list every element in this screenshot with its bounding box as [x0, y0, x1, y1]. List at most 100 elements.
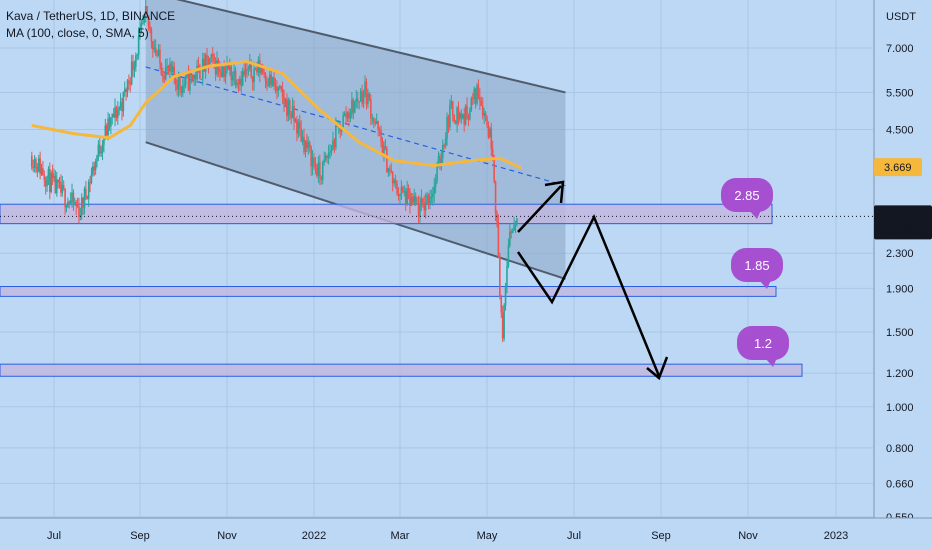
candle-body: [216, 60, 218, 75]
arrow-up-path[interactable]: [517, 185, 562, 233]
ma-value-badge[interactable]: [874, 158, 922, 177]
candle-body: [330, 150, 333, 152]
arrow-down-head[interactable]: [646, 356, 669, 381]
candle-body: [383, 145, 385, 157]
candle-body: [281, 88, 284, 97]
candle-body: [413, 195, 416, 203]
candle-body: [213, 54, 215, 62]
candle-body: [284, 99, 287, 105]
bubble-label: 2.85: [734, 188, 759, 203]
bubble-2-85[interactable]: [721, 178, 773, 212]
time-axis[interactable]: Jul Sep Nov 2022 Mar May Jul Sep Nov 2023: [0, 517, 932, 550]
candle-body: [53, 175, 55, 179]
candle-body: [136, 54, 139, 56]
candle-body: [65, 206, 68, 208]
candle-body: [453, 115, 455, 121]
candle-body: [466, 105, 468, 115]
candle-body: [280, 86, 282, 89]
candle-body: [206, 54, 208, 59]
target-bubbles: 2.85 1.85 1.2: [721, 178, 789, 367]
candle-body: [80, 197, 83, 216]
candle-body: [440, 158, 443, 165]
candle-body: [114, 107, 116, 118]
channel-upper-line[interactable]: [146, 0, 566, 94]
time-tick: Sep: [130, 530, 150, 542]
candle-body: [160, 63, 163, 75]
projection-arrows[interactable]: [516, 180, 669, 381]
candle-body: [447, 116, 450, 128]
candle-body: [420, 198, 423, 204]
zone-1-85[interactable]: [0, 286, 777, 297]
candle-body: [157, 49, 160, 56]
candle-body: [391, 171, 394, 184]
symbol-title[interactable]: Kava / TetherUS, 1D, BINANCE: [6, 9, 176, 23]
zone-2-85[interactable]: [0, 203, 773, 225]
price-tick: 1.000: [886, 402, 914, 414]
price-tick: 0.660: [886, 478, 914, 490]
candle-body: [426, 194, 428, 202]
candle-body: [58, 181, 61, 183]
candle-body: [220, 72, 223, 77]
candle-body: [377, 121, 379, 130]
bubble-label: 1.2: [754, 336, 772, 351]
candle-body: [187, 73, 190, 91]
candle-body: [288, 100, 291, 114]
candle-body: [354, 101, 356, 113]
candle-body: [304, 140, 307, 152]
candle-body: [283, 96, 285, 105]
price-axis[interactable]: USDT 7.000 5.500 4.500 2.300 1.900 1.500 1.200 1…: [873, 0, 932, 550]
candle-body: [57, 179, 59, 183]
zone-1-2[interactable]: [0, 363, 803, 377]
ma-line[interactable]: [31, 60, 522, 170]
channel-midline: [145, 66, 566, 187]
candle-body: [93, 166, 96, 171]
candle-body: [49, 169, 51, 192]
candle-body: [166, 66, 168, 68]
arrow-up-head[interactable]: [544, 180, 565, 204]
candle-body: [110, 117, 112, 127]
price-tick: 2.300: [886, 248, 914, 260]
candle-body: [323, 159, 326, 163]
candle-body: [31, 155, 33, 168]
candle-body: [371, 118, 374, 120]
last-price-badge[interactable]: [874, 205, 932, 240]
candle-body: [349, 114, 352, 119]
candle-body: [422, 198, 424, 204]
candle-body: [146, 6, 148, 16]
candle-body: [490, 128, 493, 149]
time-tick: Sep: [651, 530, 671, 542]
candle-body: [311, 157, 314, 167]
candle-body: [427, 194, 430, 205]
candle-body: [186, 73, 188, 76]
candle-body: [277, 87, 280, 92]
candle-body: [167, 66, 170, 71]
candle-body: [345, 113, 347, 119]
candle-body: [203, 58, 205, 72]
candle-body: [516, 218, 518, 225]
bubble-1-85[interactable]: [731, 248, 783, 282]
candle-body: [474, 88, 477, 104]
candle-body: [183, 85, 186, 87]
candle-body: [144, 6, 147, 14]
candle-body: [316, 167, 318, 176]
candle-body: [449, 105, 451, 128]
arrow-down-path[interactable]: [516, 213, 661, 377]
candle-body: [287, 100, 290, 116]
candle-body: [327, 152, 330, 158]
last-price-label: 2.808: [884, 210, 912, 222]
candle-body: [497, 222, 500, 257]
candle-body: [346, 112, 349, 119]
candle-body: [494, 181, 497, 214]
candle-body: [477, 85, 480, 98]
ma-indicator-label[interactable]: MA (100, close, 0, SMA, 5): [6, 26, 149, 40]
candle-body: [135, 55, 137, 68]
candle-body: [500, 296, 503, 313]
price-tick: 7.000: [886, 43, 914, 55]
candle-body: [199, 65, 201, 80]
bubble-1-2[interactable]: [737, 326, 789, 360]
candle-body: [111, 113, 114, 118]
candle-body: [147, 15, 150, 27]
candle-body: [381, 141, 384, 157]
candle-body: [133, 67, 136, 70]
